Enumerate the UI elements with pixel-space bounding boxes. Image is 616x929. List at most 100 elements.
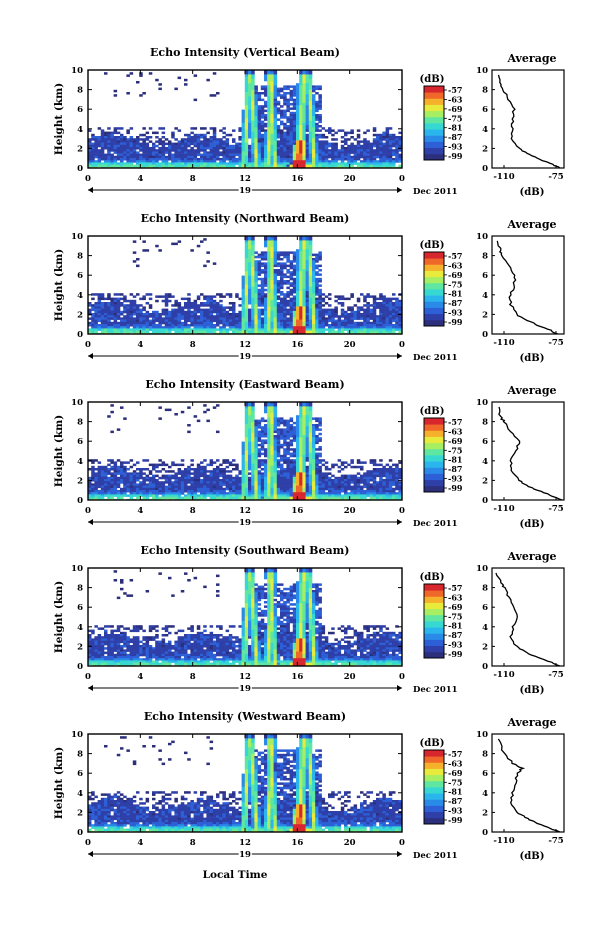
colorbar-tick-label: -99 [448,649,463,659]
panel-title: Echo Intensity (Westward Beam) [144,710,346,723]
panel-title: Echo Intensity (Southward Beam) [141,544,350,557]
y-tick-label: 8 [77,86,83,96]
avg-y-tick-label: 10 [476,730,488,740]
avg-x-axis-label: (dB) [520,851,545,862]
avg-y-tick-label: 6 [482,105,488,115]
average-title: Average [506,550,556,563]
avg-x-axis-label: (dB) [520,353,545,364]
avg-x-axis-label: (dB) [520,519,545,530]
avg-y-tick-label: 10 [476,66,488,76]
x-tick-label: 0 [85,506,91,516]
avg-y-tick-label: 0 [482,164,488,174]
x-tick-label: 0 [399,340,405,350]
colorbar-unit: (dB) [420,240,445,251]
colorbar-tick-label: -81 [448,289,462,299]
x-tick-label: 12 [239,672,251,682]
x-tick-label: 0 [85,174,91,184]
colorbar-tick-label: -69 [448,768,463,778]
colorbar-tick-label: -75 [448,113,462,123]
average-title: Average [506,716,556,729]
avg-x-axis-label: (dB) [520,187,545,198]
date-label: Dec 2011 [413,685,458,695]
y-tick-label: 2 [77,642,83,652]
avg-y-tick-label: 8 [482,584,488,594]
avg-x-tick-label: -110 [493,504,514,514]
avg-y-tick-label: 6 [482,437,488,447]
y-tick-label: 2 [77,144,83,154]
colorbar-tick-label: -69 [448,270,463,280]
average-profile: Average 0 2 4 6 8 10 -110 -75(dB) [476,550,565,696]
avg-y-tick-label: 8 [482,86,488,96]
avg-y-tick-label: 4 [482,789,488,799]
average-profile-line [495,572,561,667]
x-tick-label: 8 [190,174,196,184]
y-tick-label: 4 [77,623,83,633]
x-tick-label: 16 [291,506,303,516]
y-tick-label: 4 [77,125,83,135]
x-tick-label: 20 [344,838,356,848]
panel-3: Echo Intensity (Eastward Beam) 0 2 4 6 8 10 0 4 8… [53,378,565,530]
avg-y-tick-label: 0 [482,828,488,838]
x-tick-label: 4 [137,672,143,682]
x-tick-label: 4 [137,506,143,516]
panel-title: Echo Intensity (Northward Beam) [141,212,350,225]
x-tick-label: 16 [291,672,303,682]
avg-y-tick-label: 4 [482,125,488,135]
x-tick-label: 12 [239,506,251,516]
avg-y-tick-label: 2 [482,808,488,818]
panel-2: Echo Intensity (Northward Beam) 0 2 4 6 8 10 0 4… [53,212,565,364]
colorbar-tick-label: -87 [448,298,462,308]
colorbar-tick-label: -57 [448,417,462,427]
x-tick-label: 8 [190,506,196,516]
y-tick-label: 10 [71,730,83,740]
y-tick-label: 0 [77,164,83,174]
average-profile: Average 0 2 4 6 8 10 -110 -75(dB) [476,384,565,530]
average-profile-line [498,406,563,501]
average-title: Average [506,218,556,231]
colorbar-tick-label: -75 [448,777,462,787]
colorbar-unit: (dB) [420,572,445,583]
average-profile-line [496,240,558,335]
echo-heatmap [88,70,402,168]
colorbar-unit: (dB) [420,406,445,417]
y-tick-label: 0 [77,662,83,672]
colorbar: -57-63-69-75-81-87-93-99 [423,85,463,161]
y-axis-label: Height (km) [53,415,65,487]
y-tick-label: 8 [77,252,83,262]
avg-x-tick-label: -110 [493,172,514,182]
colorbar: -57-63-69-75-81-87-93-99 [423,583,463,659]
x-tick-label: 12 [239,838,251,848]
colorbar-tick-label: -69 [448,602,463,612]
average-profile: Average 0 2 4 6 8 10 -110 -75(dB) [476,716,565,862]
echo-heatmap [88,236,402,334]
date-label: Dec 2011 [413,851,458,861]
colorbar-tick-label: -87 [448,132,462,142]
avg-y-tick-label: 8 [482,750,488,760]
colorbar-tick-label: -87 [448,796,462,806]
average-profile: Average 0 2 4 6 8 10 -110 -75(dB) [476,218,565,364]
y-tick-label: 6 [77,769,83,779]
y-tick-label: 2 [77,476,83,486]
colorbar-tick-label: -87 [448,630,462,640]
day-label: 19 [239,684,251,694]
colorbar-tick-label: -63 [448,426,463,436]
colorbar-tick-label: -93 [448,308,463,318]
y-tick-label: 10 [71,66,83,76]
echo-heatmap [88,402,402,500]
colorbar-tick-label: -99 [448,317,463,327]
avg-y-tick-label: 4 [482,291,488,301]
y-tick-label: 4 [77,789,83,799]
colorbar-tick-label: -99 [448,151,463,161]
avg-y-tick-label: 0 [482,662,488,672]
y-tick-label: 10 [71,398,83,408]
avg-y-tick-label: 2 [482,144,488,154]
avg-y-tick-label: 6 [482,271,488,281]
x-tick-label: 16 [291,174,303,184]
avg-x-tick-label: -110 [493,338,514,348]
y-tick-label: 2 [77,808,83,818]
y-tick-label: 6 [77,603,83,613]
x-tick-label: 20 [344,672,356,682]
colorbar-tick-label: -87 [448,464,462,474]
avg-y-tick-label: 4 [482,457,488,467]
y-axis-label: Height (km) [53,747,65,819]
